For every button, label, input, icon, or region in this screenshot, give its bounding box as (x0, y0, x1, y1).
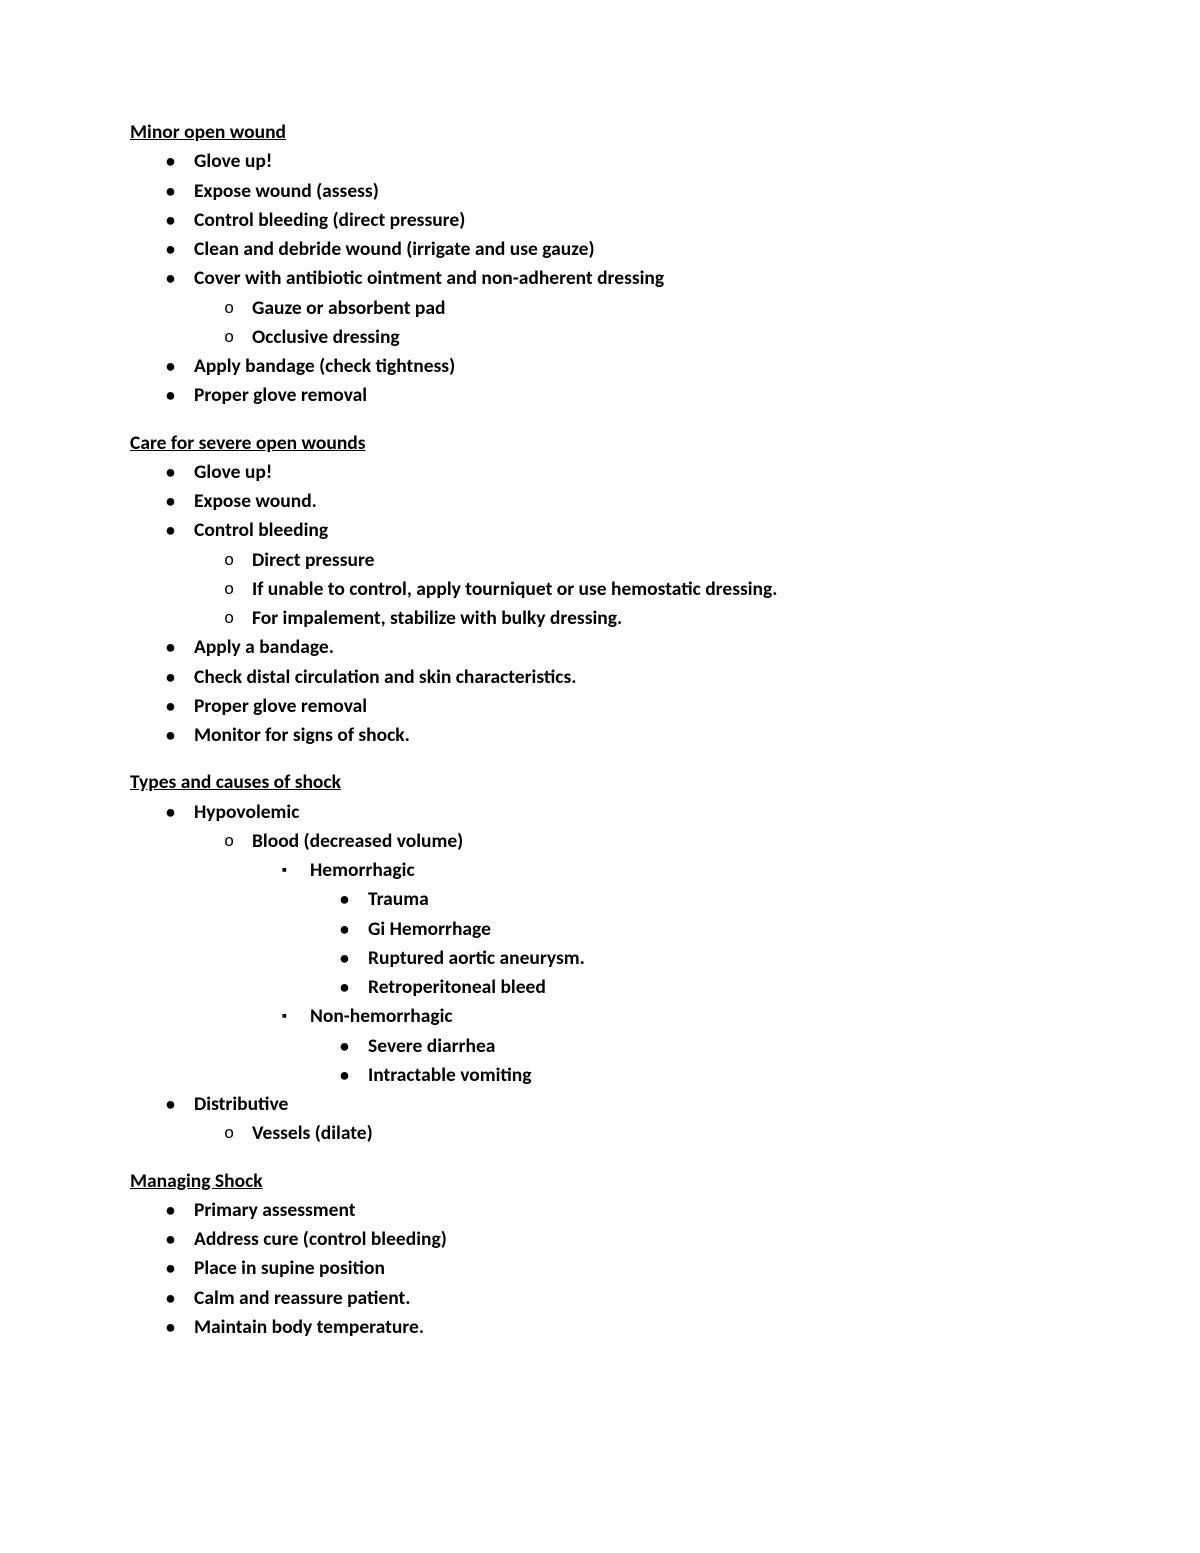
item-text: Hemorrhagic (310, 858, 415, 882)
item-text: Cover with antibiotic ointment and non-a… (194, 266, 664, 290)
item-text: Address cure (control bleeding) (194, 1227, 447, 1251)
item-text: Proper glove removal (194, 383, 367, 407)
list-item: Address cure (control bleeding) (194, 1225, 1070, 1254)
item-text: Intractable vomiting (368, 1063, 532, 1087)
list-item: Vessels (dilate) (252, 1119, 1070, 1148)
item-text: For impalement, stabilize with bulky dre… (252, 606, 622, 630)
item-text: Hypovolemic (194, 800, 299, 824)
item-text: Control bleeding (direct pressure) (194, 208, 465, 232)
item-text: Occlusive dressing (252, 325, 400, 349)
bullet-list: Primary assessment Address cure (control… (130, 1196, 1070, 1342)
item-text: Vessels (dilate) (252, 1121, 373, 1145)
list-item: Distributive Vessels (dilate) (194, 1090, 1070, 1149)
list-item: Intractable vomiting (368, 1061, 1070, 1090)
list-item: Cover with antibiotic ointment and non-a… (194, 264, 1070, 352)
list-item: Gi Hemorrhage (368, 915, 1070, 944)
list-item: Apply a bandage. (194, 633, 1070, 662)
list-item: Expose wound. (194, 487, 1070, 516)
item-text: Blood (decreased volume) (252, 829, 463, 853)
bullet-list: Gauze or absorbent pad Occlusive dressin… (194, 294, 1070, 353)
item-text: Clean and debride wound (irrigate and us… (194, 237, 595, 261)
list-item: Check distal circulation and skin charac… (194, 663, 1070, 692)
bullet-list: Blood (decreased volume) Hemorrhagic Tra… (194, 827, 1070, 1090)
list-item: Place in supine position (194, 1254, 1070, 1283)
list-item: Control bleeding Direct pressure If unab… (194, 516, 1070, 633)
list-item: Maintain body temperature. (194, 1313, 1070, 1342)
list-item: Primary assessment (194, 1196, 1070, 1225)
item-text: Primary assessment (194, 1198, 356, 1222)
list-item: Blood (decreased volume) Hemorrhagic Tra… (252, 827, 1070, 1090)
item-text: Maintain body temperature. (194, 1315, 424, 1339)
list-item: Clean and debride wound (irrigate and us… (194, 235, 1070, 264)
list-item: Proper glove removal (194, 381, 1070, 410)
list-item: For impalement, stabilize with bulky dre… (252, 604, 1070, 633)
item-text: If unable to control, apply tourniquet o… (252, 577, 777, 601)
list-item: Calm and reassure patient. (194, 1284, 1070, 1313)
bullet-list: Hemorrhagic Trauma Gi Hemorrhage Rupture… (252, 856, 1070, 1090)
item-text: Control bleeding (194, 518, 328, 542)
item-text: Trauma (368, 887, 429, 911)
list-item: Glove up! (194, 458, 1070, 487)
section-heading: Care for severe open wounds (130, 429, 1070, 458)
list-item: Trauma (368, 885, 1070, 914)
item-text: Glove up! (194, 460, 272, 484)
section-heading: Managing Shock (130, 1167, 1070, 1196)
list-item: Gauze or absorbent pad (252, 294, 1070, 323)
list-item: Glove up! (194, 147, 1070, 176)
item-text: Glove up! (194, 149, 272, 173)
item-text: Calm and reassure patient. (194, 1286, 410, 1310)
item-text: Severe diarrhea (368, 1034, 495, 1058)
list-item: Expose wound (assess) (194, 177, 1070, 206)
item-text: Distributive (194, 1092, 288, 1116)
item-text: Direct pressure (252, 548, 374, 572)
list-item: If unable to control, apply tourniquet o… (252, 575, 1070, 604)
list-item: Control bleeding (direct pressure) (194, 206, 1070, 235)
list-item: Monitor for signs of shock. (194, 721, 1070, 750)
list-item: Apply bandage (check tightness) (194, 352, 1070, 381)
list-item: Ruptured aortic aneurysm. (368, 944, 1070, 973)
list-item: Non-hemorrhagic Severe diarrhea Intracta… (310, 1002, 1070, 1090)
section-heading: Minor open wound (130, 118, 1070, 147)
item-text: Expose wound (assess) (194, 179, 379, 203)
item-text: Non-hemorrhagic (310, 1004, 453, 1028)
item-text: Gi Hemorrhage (368, 917, 491, 941)
item-text: Place in supine position (194, 1256, 385, 1280)
page: Minor open wound Glove up! Expose wound … (0, 0, 1200, 1553)
item-text: Monitor for signs of shock. (194, 723, 410, 747)
bullet-list: Vessels (dilate) (194, 1119, 1070, 1148)
bullet-list: Hypovolemic Blood (decreased volume) Hem… (130, 798, 1070, 1149)
item-text: Apply a bandage. (194, 635, 334, 659)
list-item: Hypovolemic Blood (decreased volume) Hem… (194, 798, 1070, 1091)
list-item: Direct pressure (252, 546, 1070, 575)
list-item: Severe diarrhea (368, 1032, 1070, 1061)
section-heading: Types and causes of shock (130, 768, 1070, 797)
item-text: Retroperitoneal bleed (368, 975, 546, 999)
item-text: Proper glove removal (194, 694, 367, 718)
list-item: Proper glove removal (194, 692, 1070, 721)
item-text: Gauze or absorbent pad (252, 296, 445, 320)
bullet-list: Trauma Gi Hemorrhage Ruptured aortic ane… (310, 885, 1070, 1002)
item-text: Check distal circulation and skin charac… (194, 665, 576, 689)
item-text: Apply bandage (check tightness) (194, 354, 455, 378)
bullet-list: Glove up! Expose wound. Control bleeding… (130, 458, 1070, 751)
bullet-list: Severe diarrhea Intractable vomiting (310, 1032, 1070, 1091)
bullet-list: Glove up! Expose wound (assess) Control … (130, 147, 1070, 410)
list-item: Occlusive dressing (252, 323, 1070, 352)
bullet-list: Direct pressure If unable to control, ap… (194, 546, 1070, 634)
list-item: Retroperitoneal bleed (368, 973, 1070, 1002)
list-item: Hemorrhagic Trauma Gi Hemorrhage Rupture… (310, 856, 1070, 1002)
item-text: Ruptured aortic aneurysm. (368, 946, 585, 970)
item-text: Expose wound. (194, 489, 317, 513)
